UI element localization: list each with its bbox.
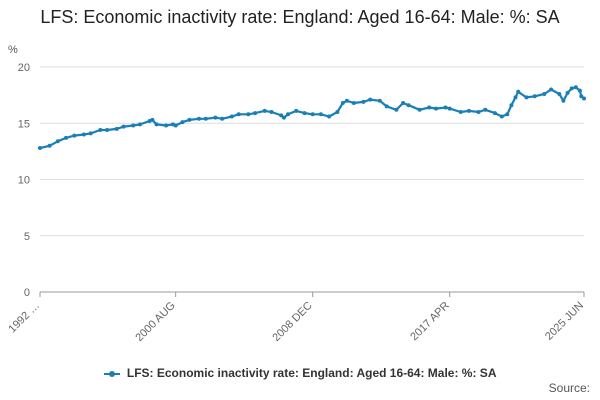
- data-point: [401, 101, 406, 105]
- legend[interactable]: LFS: Economic inactivity rate: England: …: [0, 366, 600, 380]
- data-point: [213, 115, 218, 120]
- data-point: [150, 117, 155, 122]
- data-point: [310, 112, 315, 117]
- data-point: [532, 94, 537, 99]
- data-point: [557, 92, 562, 96]
- data-point: [458, 110, 463, 114]
- data-point: [197, 116, 201, 121]
- data-point: [180, 120, 185, 125]
- data-point: [64, 135, 68, 140]
- data-point: [286, 112, 290, 117]
- data-point: [302, 111, 307, 116]
- data-point: [492, 111, 497, 116]
- data-point: [549, 87, 554, 92]
- x-tick-label: 2008 DEC: [270, 300, 314, 344]
- data-point: [253, 111, 258, 116]
- data-point: [443, 105, 448, 110]
- data-point: [582, 96, 586, 101]
- data-point: [98, 128, 103, 132]
- data-point: [542, 92, 547, 96]
- data-point: [368, 97, 373, 102]
- data-point: [340, 101, 345, 105]
- data-point: [406, 103, 411, 108]
- data-point: [335, 110, 340, 114]
- data-point: [499, 114, 504, 119]
- y-tick-label: 20: [18, 62, 30, 74]
- data-point: [72, 133, 77, 138]
- data-point: [327, 114, 332, 119]
- data-point: [279, 113, 284, 118]
- y-tick-label: 5: [24, 231, 30, 243]
- data-point: [417, 107, 422, 112]
- source-label: Source:: [548, 381, 590, 395]
- data-point: [394, 107, 399, 112]
- data-point: [55, 139, 60, 144]
- series-layer: [38, 85, 586, 150]
- data-point: [505, 112, 510, 117]
- x-tick-label: 2000 AUG: [133, 300, 177, 344]
- data-point: [114, 126, 119, 131]
- x-tick-label: 2017 APR: [408, 300, 452, 344]
- data-point: [220, 116, 225, 121]
- data-point: [262, 108, 267, 113]
- data-point: [187, 117, 192, 122]
- legend-label: LFS: Economic inactivity rate: England: …: [126, 366, 497, 380]
- data-point: [131, 123, 136, 128]
- x-tick-label: 1992 …: [6, 300, 42, 336]
- axis-layer: 0 5 10 15 20 1992 … 2000 AUG 2008 DEC 2017 APR 20…: [6, 62, 586, 344]
- data-point: [483, 107, 488, 112]
- data-point: [577, 88, 582, 93]
- data-point: [138, 122, 142, 127]
- x-tick-label: 2025 JUN: [543, 300, 586, 343]
- data-point: [105, 128, 110, 132]
- data-point: [173, 123, 178, 128]
- data-point: [447, 106, 452, 111]
- data-point: [236, 112, 241, 117]
- data-point: [524, 95, 529, 100]
- data-point: [476, 110, 481, 114]
- data-point: [579, 94, 584, 99]
- data-point: [361, 99, 366, 104]
- data-point: [281, 115, 286, 120]
- data-point: [565, 90, 570, 95]
- grid-layer: [40, 66, 584, 293]
- data-point: [377, 98, 382, 103]
- chart-title: LFS: Economic inactivity rate: England: …: [40, 7, 560, 27]
- data-point: [513, 95, 518, 100]
- data-point: [47, 143, 52, 148]
- data-point: [466, 108, 471, 113]
- data-point: [164, 123, 169, 128]
- data-point: [569, 86, 574, 91]
- data-point: [434, 106, 438, 111]
- y-axis-unit-label: %: [8, 44, 18, 56]
- data-point: [229, 114, 234, 119]
- data-point: [121, 124, 126, 129]
- y-tick-label: 0: [24, 287, 30, 299]
- data-point: [81, 132, 86, 137]
- data-point: [516, 89, 521, 94]
- data-point: [154, 122, 159, 127]
- data-point: [246, 112, 251, 117]
- data-point: [573, 85, 578, 90]
- y-tick-label: 15: [18, 118, 30, 130]
- data-point: [344, 98, 349, 103]
- data-point: [427, 105, 432, 110]
- data-point: [294, 108, 299, 113]
- data-point: [318, 112, 323, 117]
- data-point: [203, 116, 208, 121]
- data-point: [351, 101, 356, 105]
- data-point: [38, 146, 42, 150]
- data-point: [509, 103, 514, 108]
- data-point: [88, 131, 93, 136]
- legend-line-icon: [103, 370, 120, 377]
- y-tick-label: 10: [18, 175, 30, 187]
- data-point: [269, 110, 274, 114]
- data-point: [561, 98, 566, 103]
- data-point: [384, 104, 389, 109]
